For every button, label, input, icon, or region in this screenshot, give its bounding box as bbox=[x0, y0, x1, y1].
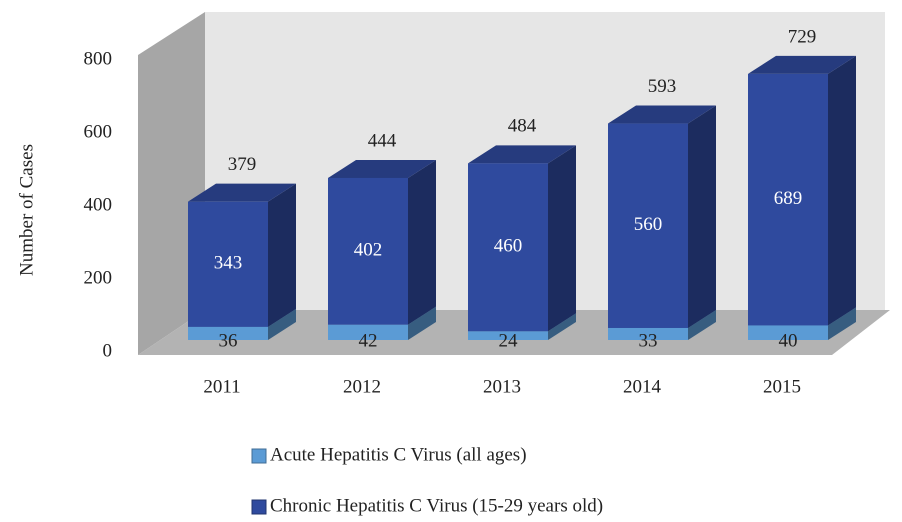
bar bbox=[748, 73, 828, 326]
total-label: 444 bbox=[368, 130, 397, 151]
data-label: 402 bbox=[354, 240, 383, 261]
bar bbox=[188, 326, 268, 340]
y-tick-label: 600 bbox=[84, 121, 113, 142]
total-label: 593 bbox=[648, 76, 677, 97]
total-label: 484 bbox=[508, 116, 537, 137]
bar-side bbox=[548, 313, 576, 340]
x-tick-label: 2012 bbox=[343, 376, 381, 397]
bar bbox=[468, 331, 548, 340]
x-tick-label: 2015 bbox=[763, 376, 801, 397]
legend-label: Chronic Hepatitis C Virus (15-29 years o… bbox=[270, 495, 603, 516]
bar bbox=[328, 177, 408, 325]
bar-top bbox=[608, 105, 716, 124]
total-label: 729 bbox=[788, 26, 817, 47]
data-label: 560 bbox=[634, 214, 663, 235]
legend-swatch bbox=[251, 448, 267, 464]
bar-side bbox=[268, 183, 296, 327]
bar-side bbox=[828, 307, 856, 340]
bar-top bbox=[468, 145, 576, 164]
bar-side bbox=[828, 55, 856, 326]
legend-label: Acute Hepatitis C Virus (all ages) bbox=[270, 444, 527, 465]
data-label: 689 bbox=[774, 188, 803, 209]
bar-top bbox=[748, 55, 856, 74]
data-label: 40 bbox=[779, 330, 798, 351]
data-label: 460 bbox=[494, 236, 523, 257]
bar-top bbox=[328, 159, 436, 178]
y-tick-label: 0 bbox=[103, 340, 113, 361]
x-tick-label: 2013 bbox=[483, 376, 521, 397]
y-tick-label: 800 bbox=[84, 48, 113, 69]
bar bbox=[188, 201, 268, 327]
y-tick-label: 200 bbox=[84, 267, 113, 288]
bar-side bbox=[268, 308, 296, 340]
bar bbox=[608, 327, 688, 340]
bar-side bbox=[548, 145, 576, 332]
data-label: 33 bbox=[639, 330, 658, 351]
x-tick-label: 2014 bbox=[623, 376, 662, 397]
y-axis-label: Number of Cases bbox=[16, 144, 37, 276]
bar bbox=[328, 324, 408, 340]
total-label: 379 bbox=[228, 154, 257, 175]
data-label: 24 bbox=[499, 330, 519, 351]
bar bbox=[748, 325, 828, 340]
x-tick-label: 2011 bbox=[203, 376, 240, 397]
data-label: 343 bbox=[214, 253, 243, 274]
bar-side bbox=[688, 105, 716, 328]
bar-side bbox=[408, 306, 436, 340]
bar-side bbox=[408, 159, 436, 325]
y-tick-label: 400 bbox=[84, 194, 113, 215]
bar bbox=[608, 123, 688, 328]
legend-swatch bbox=[251, 499, 267, 515]
bar-side bbox=[688, 309, 716, 340]
bar bbox=[468, 163, 548, 332]
bar-top bbox=[188, 183, 296, 202]
data-label: 42 bbox=[359, 330, 378, 351]
data-label: 36 bbox=[219, 330, 238, 351]
